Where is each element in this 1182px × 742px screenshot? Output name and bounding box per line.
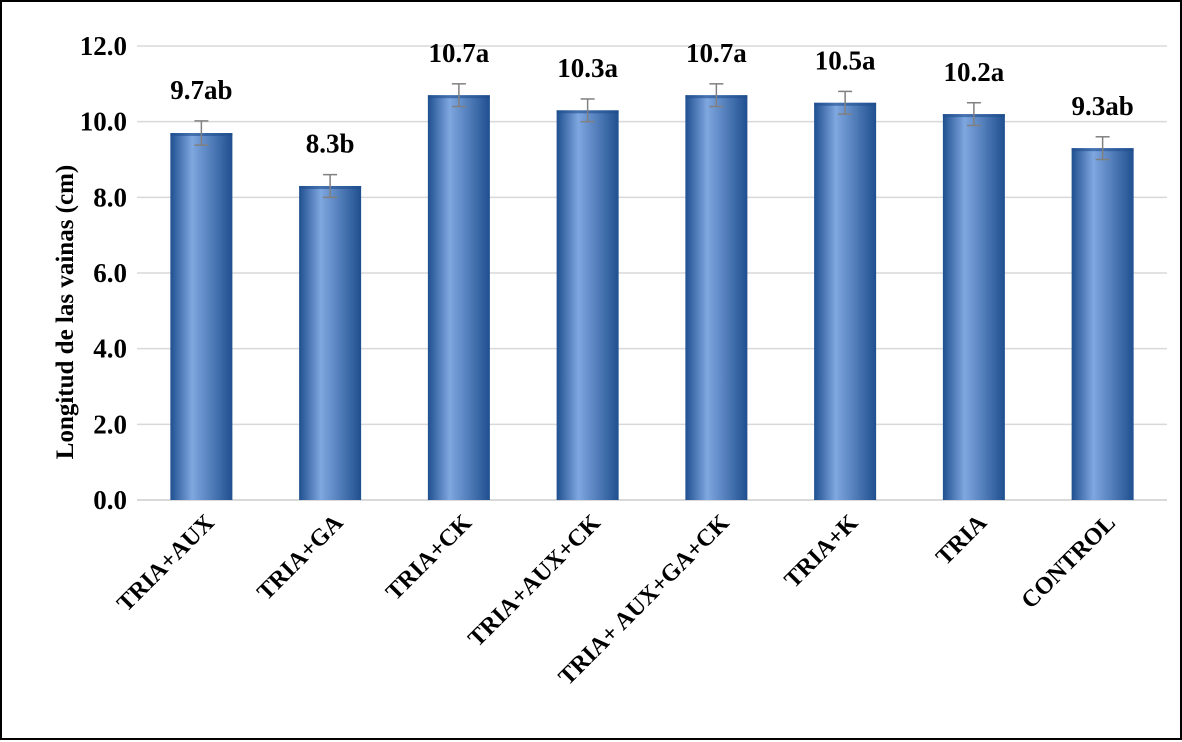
y-tick-label: 10.0	[80, 107, 127, 137]
error-bar	[194, 120, 209, 146]
error-bar	[966, 102, 981, 127]
bar	[685, 95, 748, 500]
error-bar	[580, 98, 595, 123]
bar	[814, 102, 877, 500]
category-label: TRIA	[931, 509, 992, 570]
y-axis-title: Longitud de las vainas (cm)	[52, 165, 79, 459]
data-label: 10.7a	[429, 38, 490, 68]
data-label: 10.5a	[815, 45, 876, 75]
data-labels: 9.7ab 8.3b 10.7a 10.3a 10.7a 10.5a 10.2a 9.3ab	[170, 38, 1134, 159]
y-axis-ticks: 0.0 2.0 4.0 6.0 8.0 10.0 12.0	[80, 31, 127, 515]
category-label: TRIA+AUX+CK	[463, 510, 606, 653]
category-label: TRIA+AUX	[112, 509, 220, 617]
error-bars	[194, 83, 1110, 199]
data-label: 10.7a	[686, 38, 747, 68]
category-label: TRIA+GA	[252, 509, 348, 605]
data-label: 10.2a	[944, 57, 1005, 87]
gridlines	[137, 45, 1167, 501]
bar	[299, 185, 362, 500]
bar	[556, 110, 619, 501]
bar	[1071, 148, 1134, 500]
y-tick-label: 2.0	[93, 409, 127, 439]
category-label: TRIA+K	[780, 510, 864, 594]
error-bar	[451, 83, 466, 108]
error-bar	[1095, 136, 1110, 161]
data-label: 9.3ab	[1071, 91, 1133, 121]
data-label: 8.3b	[306, 129, 355, 159]
y-tick-label: 6.0	[93, 258, 127, 288]
y-tick-label: 0.0	[93, 485, 127, 515]
bars	[170, 95, 1134, 501]
data-label: 10.3a	[557, 53, 618, 83]
error-bar	[838, 90, 853, 115]
category-label: CONTROL	[1017, 510, 1121, 614]
bar	[170, 133, 233, 500]
y-tick-label: 8.0	[93, 182, 127, 212]
bar	[942, 114, 1005, 500]
data-label: 9.7ab	[170, 75, 232, 105]
category-label: TRIA+CK	[381, 510, 477, 606]
y-tick-label: 12.0	[80, 31, 127, 61]
error-bar	[323, 173, 338, 199]
y-tick-label: 4.0	[93, 334, 127, 364]
bar	[427, 95, 490, 500]
error-bar	[709, 83, 724, 108]
